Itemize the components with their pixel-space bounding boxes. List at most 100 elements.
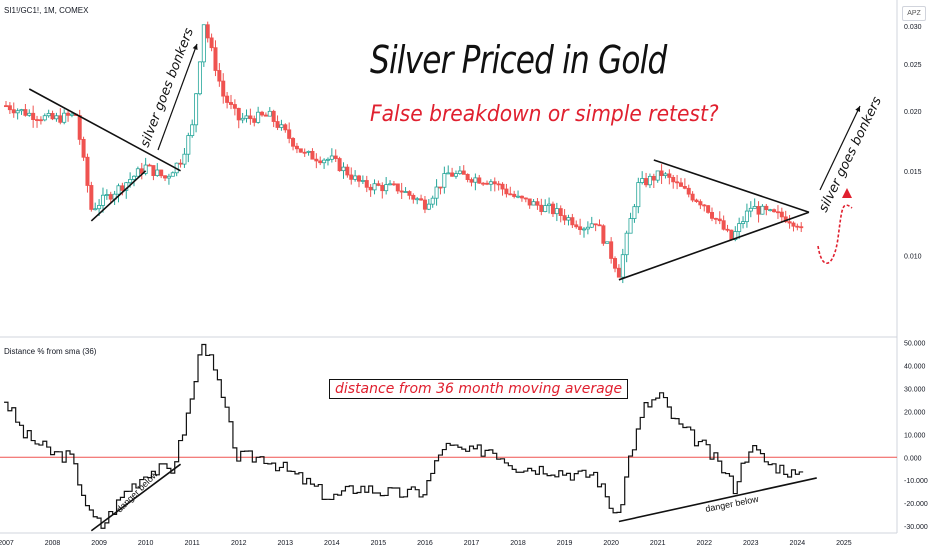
candle-body xyxy=(283,124,288,131)
candles-group xyxy=(4,21,804,284)
candle-body xyxy=(799,226,804,229)
candle-body xyxy=(163,175,168,179)
indicator-trend-left xyxy=(90,463,182,532)
indicator-tick-label: 10.000 xyxy=(904,432,926,439)
candle-body xyxy=(748,207,753,212)
candle-body xyxy=(391,183,396,186)
candle-body xyxy=(434,186,439,199)
candle-body xyxy=(244,115,249,119)
candle-body xyxy=(644,178,649,186)
candle-body xyxy=(279,124,284,128)
time-tick-label: 2015 xyxy=(371,540,387,547)
candle-body xyxy=(500,183,505,190)
candle-body xyxy=(23,109,28,116)
candle-body xyxy=(166,175,171,179)
candle-body xyxy=(132,175,137,180)
chart-subtitle: False breakdown or simple retest? xyxy=(370,102,719,127)
candle-body xyxy=(217,70,222,82)
time-tick-label: 2018 xyxy=(510,540,526,547)
candle-body xyxy=(170,172,175,177)
candle-body xyxy=(550,203,555,215)
candle-body xyxy=(333,155,338,159)
candle-body xyxy=(481,182,486,185)
indicator-tick-label: 20.000 xyxy=(904,409,926,416)
candle-body xyxy=(690,193,695,201)
candle-body xyxy=(66,112,71,116)
candle-body xyxy=(562,215,567,221)
candle-body xyxy=(275,121,280,128)
candle-body xyxy=(512,193,517,197)
candle-body xyxy=(469,179,474,183)
time-tick-label: 2023 xyxy=(743,540,759,547)
candle-body xyxy=(620,254,625,278)
candle-body xyxy=(508,193,513,196)
candle-body xyxy=(271,110,276,122)
candle-body xyxy=(302,151,307,154)
candle-body xyxy=(225,95,230,103)
candle-body xyxy=(399,190,404,193)
candle-body xyxy=(306,150,311,153)
candle-body xyxy=(527,198,532,206)
candle-body xyxy=(205,24,210,39)
price-tick-label: 0.030 xyxy=(904,24,922,31)
candle-body xyxy=(155,169,160,176)
candle-body xyxy=(578,226,583,231)
candle-body xyxy=(488,181,493,185)
candle-body xyxy=(558,208,563,217)
candle-body xyxy=(574,224,579,228)
time-tick-label: 2009 xyxy=(91,540,107,547)
candle-body xyxy=(744,210,749,223)
time-tick-label: 2010 xyxy=(138,540,154,547)
candle-body xyxy=(585,226,590,230)
candle-body xyxy=(492,181,497,185)
indicator-note: distance from 36 month moving average xyxy=(329,379,629,399)
candle-body xyxy=(706,205,711,213)
candle-body xyxy=(465,173,470,180)
candle-body xyxy=(442,173,447,188)
candle-body xyxy=(50,112,55,120)
candle-body xyxy=(737,223,742,232)
candle-body xyxy=(589,223,594,228)
bonkers-label-left: silver goes bonkers xyxy=(138,26,197,150)
candle-body xyxy=(182,153,187,165)
candle-body xyxy=(38,119,43,122)
candle-body xyxy=(438,186,443,189)
candle-body xyxy=(609,241,614,259)
candle-body xyxy=(729,229,734,240)
candle-body xyxy=(686,187,691,195)
candle-body xyxy=(7,105,12,111)
candle-body xyxy=(318,160,323,164)
projection-curve xyxy=(817,204,853,265)
candle-body xyxy=(368,186,373,191)
candle-body xyxy=(535,201,540,206)
trendline-resistance-left xyxy=(28,88,181,172)
time-tick-label: 2017 xyxy=(464,540,480,547)
candle-body xyxy=(341,166,346,172)
candle-body xyxy=(248,115,253,120)
time-tick-label: 2024 xyxy=(790,540,806,547)
candle-body xyxy=(353,175,358,180)
candle-body xyxy=(325,158,330,161)
candle-body xyxy=(46,112,51,117)
candle-body xyxy=(453,173,458,177)
candle-body xyxy=(419,198,424,201)
candle-body xyxy=(372,183,377,191)
candle-body xyxy=(232,104,237,109)
candle-body xyxy=(795,225,800,228)
scale-button[interactable]: APZ xyxy=(902,6,926,21)
candle-body xyxy=(570,217,575,226)
candle-body xyxy=(779,211,784,218)
candle-body xyxy=(81,138,86,158)
candle-body xyxy=(787,221,792,224)
candle-body xyxy=(426,203,431,210)
candle-body xyxy=(143,164,148,174)
trendline-support-left xyxy=(90,170,147,222)
candle-body xyxy=(655,170,660,181)
candle-body xyxy=(186,135,191,155)
candle-body xyxy=(531,201,536,206)
candle-body xyxy=(236,107,241,121)
candle-body xyxy=(667,173,672,178)
candle-body xyxy=(632,206,637,219)
